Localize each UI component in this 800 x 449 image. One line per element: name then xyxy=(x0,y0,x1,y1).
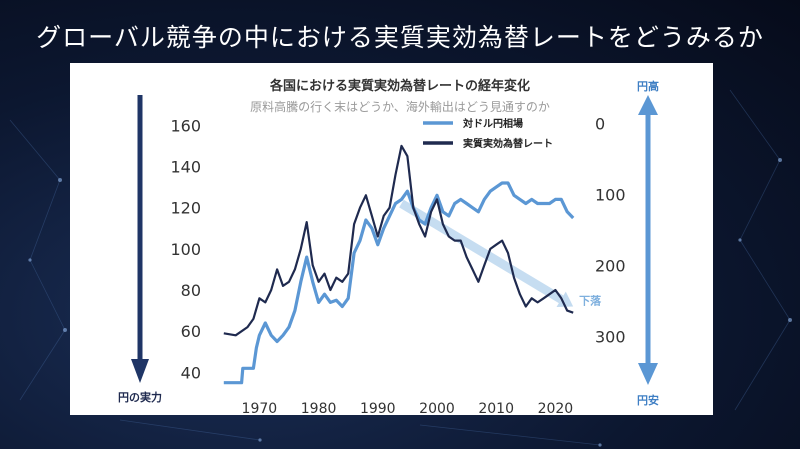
exchange-rate-chart: 各国における実質実効為替レートの経年変化 原料高騰の行く末はどうか、海外輸出はど… xyxy=(118,78,659,415)
x-tick-label: 1980 xyxy=(301,401,337,415)
left-tick-label: 60 xyxy=(181,322,201,341)
right-tick-label: 300 xyxy=(595,327,626,346)
chart-panel: 各国における実質実効為替レートの経年変化 原料高騰の行く末はどうか、海外輸出はど… xyxy=(70,63,713,415)
series-lines xyxy=(223,144,575,385)
right-bottom-label: 円安 xyxy=(637,393,659,407)
x-tick-label: 1970 xyxy=(242,401,278,415)
right-tick-label: 200 xyxy=(595,256,626,275)
left-tick-label: 40 xyxy=(181,363,201,382)
left-axis-arrow xyxy=(131,95,149,383)
left-tick-label: 80 xyxy=(181,281,201,300)
trend-arrow-head xyxy=(556,291,574,308)
x-tick-label: 2010 xyxy=(478,401,514,415)
legend: 対ドル円相場 実質実効為替レート xyxy=(423,117,553,150)
trend-label: 下落 xyxy=(579,294,602,308)
right-top-label: 円高 xyxy=(637,79,659,93)
x-tick-label: 2020 xyxy=(538,401,574,415)
left-arrow-label: 円の実力 xyxy=(118,390,162,404)
left-tick-label: 160 xyxy=(170,116,201,135)
left-tick-label: 100 xyxy=(170,240,201,259)
left-tick-label: 140 xyxy=(170,157,201,176)
legend-label-nominal: 対ドル円相場 xyxy=(462,117,523,130)
right-axis: 0 100 200 300 xyxy=(595,115,626,347)
right-axis-arrow xyxy=(638,95,658,385)
left-tick-label: 120 xyxy=(170,199,201,218)
slide-title: グローバル競争の中における実質実効為替レートをどうみるか xyxy=(36,23,764,52)
chart-subtitle: 原料高騰の行く末はどうか、海外輸出はどう見通すのか xyxy=(250,99,550,114)
right-tick-label: 100 xyxy=(595,185,626,204)
real-effective-rate-line xyxy=(223,144,574,337)
x-tick-label: 1990 xyxy=(360,401,396,415)
left-axis: 40 60 80 100 120 140 160 xyxy=(170,116,201,382)
x-axis: 1970 1980 1990 2000 2010 2020 xyxy=(242,401,574,415)
chart-title: 各国における実質実効為替レートの経年変化 xyxy=(269,78,530,94)
x-tick-label: 2000 xyxy=(419,401,455,415)
right-tick-label: 0 xyxy=(595,115,605,134)
nominal-yen-dollar-line xyxy=(223,181,575,385)
trend-arrow-shaft xyxy=(399,199,564,304)
legend-label-reer: 実質実効為替レート xyxy=(463,137,553,150)
